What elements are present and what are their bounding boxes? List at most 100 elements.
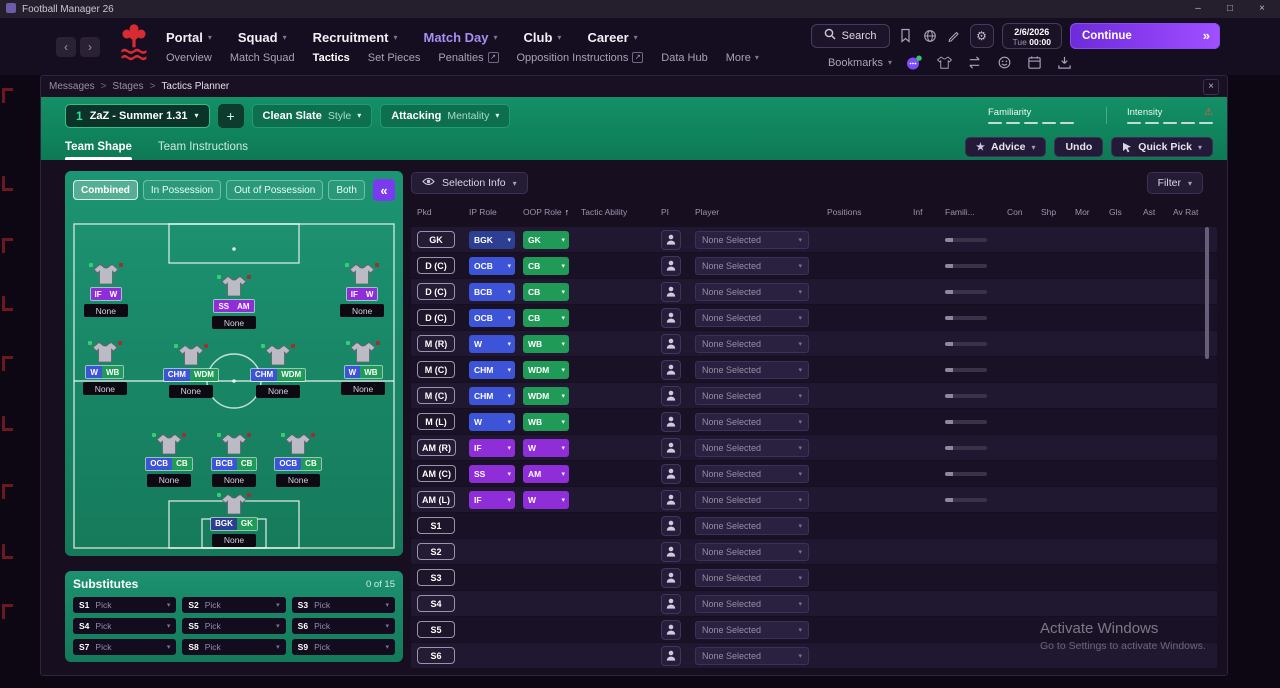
club-crest[interactable] [118, 21, 152, 75]
substitute-slot-dropdown[interactable]: S2 Pick ▾ [182, 597, 286, 613]
player-instructions-button[interactable] [661, 567, 681, 588]
substitute-slot-dropdown[interactable]: S9 Pick ▾ [291, 639, 395, 655]
edit-icon[interactable] [946, 28, 962, 44]
player-role-badge[interactable]: BCB CB [210, 456, 258, 471]
substitute-slot-dropdown[interactable]: S3 Pick ▾ [291, 597, 395, 613]
player-instructions-button[interactable] [661, 515, 681, 536]
column-header[interactable]: PI [661, 207, 670, 217]
player-select-dropdown[interactable]: None Selected ▾ [695, 334, 809, 353]
ip-role-dropdown[interactable]: BGK ▾ [469, 230, 515, 249]
player-instructions-button[interactable] [661, 541, 681, 562]
back-button[interactable]: ‹ [56, 36, 76, 57]
ip-role-dropdown[interactable]: CHM ▾ [469, 386, 515, 405]
player-instructions-button[interactable] [661, 385, 681, 406]
calendar-icon[interactable] [1026, 55, 1042, 71]
substitute-slot-dropdown[interactable]: S6 Pick ▾ [291, 618, 395, 634]
column-header[interactable]: Tactic Ability [581, 207, 628, 217]
column-header[interactable]: Ast [1143, 207, 1156, 217]
primary-nav-item[interactable]: Match Day ▾ [423, 29, 498, 45]
pitch-player[interactable]: CHM WDM None [249, 343, 307, 398]
player-select-dropdown[interactable]: None Selected ▾ [695, 464, 809, 483]
secondary-nav-item[interactable]: Opposition Instructions ↗ [517, 52, 644, 64]
tactic-select-dropdown[interactable]: 1 ZaZ - Summer 1.31 ▾ [65, 103, 210, 128]
oop-role-dropdown[interactable]: GK ▾ [523, 230, 569, 249]
advice-button[interactable]: ★ Advice ▾ [965, 137, 1047, 157]
player-role-badge[interactable]: OCB CB [274, 456, 322, 471]
oop-role-dropdown[interactable]: CB ▾ [523, 256, 569, 275]
player-select-dropdown[interactable]: None Selected ▾ [695, 256, 809, 275]
position-badge[interactable]: AM (C) [417, 465, 456, 482]
column-header[interactable]: Pkd [417, 207, 432, 217]
column-header[interactable]: Positions [827, 207, 862, 217]
player-select-dropdown[interactable]: None Selected ▾ [695, 620, 809, 639]
position-badge[interactable]: S5 [417, 621, 455, 638]
player-select-dropdown[interactable]: None Selected ▾ [695, 360, 809, 379]
social-icon[interactable] [996, 55, 1012, 71]
column-header[interactable]: Inf [913, 207, 923, 217]
globe-icon[interactable] [922, 28, 938, 44]
pitch-player[interactable]: SS AM None [205, 275, 263, 330]
breadcrumb-item[interactable]: Tactics Planner [161, 81, 230, 92]
column-header[interactable]: Player [695, 207, 720, 217]
position-badge[interactable]: D (C) [417, 309, 455, 326]
shape-tab[interactable]: Team Shape [65, 134, 132, 160]
player-instructions-button[interactable] [661, 229, 681, 250]
bookmark-icon[interactable] [898, 28, 914, 44]
ip-role-dropdown[interactable]: W ▾ [469, 412, 515, 431]
player-select-dropdown[interactable]: None Selected ▾ [695, 412, 809, 431]
column-header[interactable]: Con [1007, 207, 1023, 217]
ip-role-dropdown[interactable]: OCB ▾ [469, 308, 515, 327]
search-button[interactable]: Search [810, 23, 890, 48]
column-header[interactable]: Famili... [945, 207, 975, 217]
secondary-nav-item[interactable]: Set Pieces [367, 51, 421, 64]
position-badge[interactable]: M (C) [417, 387, 455, 404]
secondary-nav-item[interactable]: Penalties ↗ [438, 52, 499, 64]
oop-role-dropdown[interactable]: W ▾ [523, 490, 569, 509]
pitch-player[interactable]: W WB None [76, 341, 134, 395]
player-select-dropdown[interactable]: None Selected ▾ [695, 386, 809, 405]
transfers-icon[interactable] [966, 55, 982, 71]
secondary-nav-item[interactable]: Overview [166, 51, 212, 64]
ip-role-dropdown[interactable]: CHM ▾ [469, 360, 515, 379]
oop-role-dropdown[interactable]: WB ▾ [523, 412, 569, 431]
messages-icon[interactable] [906, 55, 922, 71]
breadcrumb-item[interactable]: Stages [112, 81, 144, 92]
substitute-slot-dropdown[interactable]: S8 Pick ▾ [182, 639, 286, 655]
ip-role-dropdown[interactable]: IF ▾ [469, 438, 515, 457]
substitute-slot-dropdown[interactable]: S5 Pick ▾ [182, 618, 286, 634]
collapse-panel-button[interactable]: « [373, 179, 395, 201]
primary-nav-item[interactable]: Recruitment ▾ [312, 29, 398, 45]
pitch-player[interactable]: BGK GK None [205, 492, 263, 547]
add-tactic-button[interactable]: + [217, 103, 244, 128]
player-instructions-button[interactable] [661, 359, 681, 380]
position-badge[interactable]: S2 [417, 543, 455, 560]
player-role-badge[interactable]: OCB CB [145, 456, 193, 471]
player-role-badge[interactable]: W WB [343, 365, 383, 379]
pitch-view-tab[interactable]: Combined [73, 180, 138, 200]
primary-nav-item[interactable]: Career ▾ [587, 29, 638, 45]
player-select-dropdown[interactable]: None Selected ▾ [695, 230, 809, 249]
player-role-badge[interactable]: CHM WDM [162, 367, 219, 382]
forward-button[interactable]: › [80, 36, 100, 57]
position-badge[interactable]: D (C) [417, 257, 455, 274]
pitch-view-tab[interactable]: Out of Possession [226, 180, 324, 200]
ip-role-dropdown[interactable]: BCB ▾ [469, 282, 515, 301]
bookmarks-dropdown[interactable]: Bookmarks ▾ [827, 56, 892, 69]
player-select-dropdown[interactable]: None Selected ▾ [695, 646, 809, 665]
column-header[interactable]: Shp [1041, 207, 1057, 217]
undo-button[interactable]: Undo [1054, 137, 1104, 157]
pitch-view-tab[interactable]: Both [328, 180, 365, 200]
player-instructions-button[interactable] [661, 281, 681, 302]
oop-role-dropdown[interactable]: CB ▾ [523, 282, 569, 301]
player-role-badge[interactable]: W WB [85, 365, 125, 379]
column-header[interactable]: Av Rat [1173, 207, 1199, 217]
game-clock[interactable]: 2/6/2026 Tue 00:00 [1001, 22, 1062, 49]
secondary-nav-item[interactable]: Data Hub [661, 51, 708, 64]
secondary-nav-item[interactable]: More ▾ [725, 51, 759, 64]
scrollbar-thumb[interactable] [1205, 227, 1209, 359]
oop-role-dropdown[interactable]: CB ▾ [523, 308, 569, 327]
filter-dropdown[interactable]: Filter ▾ [1146, 172, 1203, 194]
pitch-player[interactable]: CHM WDM None [162, 343, 220, 398]
pitch-player[interactable]: W WB None [334, 341, 392, 395]
substitute-slot-dropdown[interactable]: S4 Pick ▾ [73, 618, 177, 634]
